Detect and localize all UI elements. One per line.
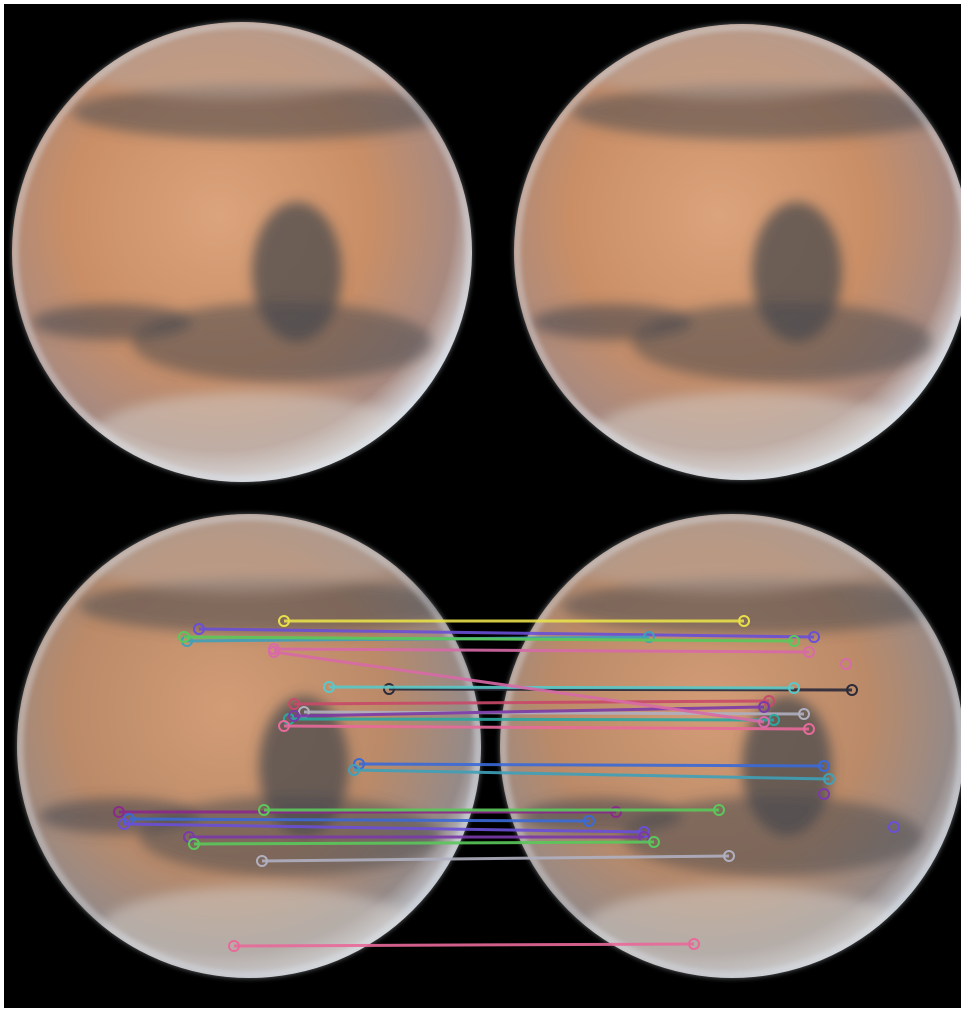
keypoint-2 xyxy=(818,788,830,800)
match-point-left xyxy=(288,710,300,722)
match-point-left xyxy=(278,720,290,732)
figure-frame xyxy=(4,4,961,1008)
match-point-left xyxy=(113,806,125,818)
match-line xyxy=(293,699,770,706)
match-line xyxy=(273,647,810,654)
mars-matched-left xyxy=(17,514,481,978)
match-point-right xyxy=(713,804,725,816)
match-point-left xyxy=(118,818,130,830)
match-point-right xyxy=(738,615,750,627)
feature-match-1 xyxy=(278,615,750,627)
match-line xyxy=(353,768,830,781)
match-line xyxy=(293,705,765,718)
match-point-right xyxy=(758,701,770,713)
match-point-right xyxy=(610,806,622,818)
match-line xyxy=(288,717,775,722)
feature-match-16 xyxy=(113,806,622,818)
match-point-left xyxy=(258,804,270,816)
mars-matched-right xyxy=(500,514,961,978)
match-point-right xyxy=(823,773,835,785)
mars-panels xyxy=(12,22,961,978)
match-point-right xyxy=(788,682,800,694)
match-line xyxy=(328,685,795,690)
match-point-right xyxy=(846,684,858,696)
match-point-right xyxy=(803,723,815,735)
match-line xyxy=(183,635,795,643)
match-point-right xyxy=(643,631,655,643)
feature-match-11 xyxy=(278,720,815,735)
match-point-right xyxy=(818,760,830,772)
keypoint-1 xyxy=(888,821,900,833)
mars-original-left xyxy=(12,22,472,482)
match-point-left xyxy=(188,838,200,850)
feature-match-15 xyxy=(348,764,835,785)
match-point-left xyxy=(256,855,268,867)
match-point-right xyxy=(788,635,800,647)
match-point-left xyxy=(178,631,190,643)
match-point-right xyxy=(758,716,770,728)
planet-limb xyxy=(17,514,481,978)
match-line xyxy=(261,854,730,863)
match-point-right xyxy=(648,836,660,848)
match-line xyxy=(273,650,765,724)
planet-limb xyxy=(500,514,961,978)
feature-match-18 xyxy=(258,804,725,816)
keypoint-3 xyxy=(840,658,852,670)
match-line xyxy=(358,762,825,768)
match-point-left xyxy=(228,940,240,952)
match-line xyxy=(303,710,805,716)
match-line xyxy=(233,942,695,948)
feature-matches xyxy=(113,615,900,952)
feature-match-22 xyxy=(256,850,735,867)
match-point-left xyxy=(288,698,300,710)
match-point-right xyxy=(798,708,810,720)
feature-match-5 xyxy=(178,631,800,647)
match-point-right xyxy=(688,938,700,950)
match-point-right xyxy=(723,850,735,862)
feature-match-2 xyxy=(193,623,820,643)
planet-limb xyxy=(514,24,961,480)
match-point-left xyxy=(193,623,205,635)
match-point-left xyxy=(323,681,335,693)
feature-match-23 xyxy=(228,938,700,952)
match-line xyxy=(283,724,810,731)
match-point-left xyxy=(278,615,290,627)
feature-match-13 xyxy=(268,646,770,728)
mars-comparison-figure xyxy=(12,22,961,978)
match-point-right xyxy=(583,815,595,827)
feature-match-12 xyxy=(288,701,770,722)
match-line xyxy=(123,822,645,834)
match-point-left xyxy=(383,683,395,695)
feature-match-21 xyxy=(188,836,660,850)
match-line xyxy=(193,840,655,846)
match-line xyxy=(128,817,590,823)
match-point-left xyxy=(348,764,360,776)
planet-limb xyxy=(12,22,472,482)
match-point-right xyxy=(808,631,820,643)
match-point-right xyxy=(803,646,815,658)
match-line xyxy=(198,627,815,639)
feature-match-6 xyxy=(383,683,858,696)
mars-original-right xyxy=(514,24,961,480)
feature-match-19 xyxy=(118,818,650,838)
match-point-left xyxy=(268,646,280,658)
feature-match-7 xyxy=(323,681,800,694)
match-line xyxy=(388,687,853,692)
